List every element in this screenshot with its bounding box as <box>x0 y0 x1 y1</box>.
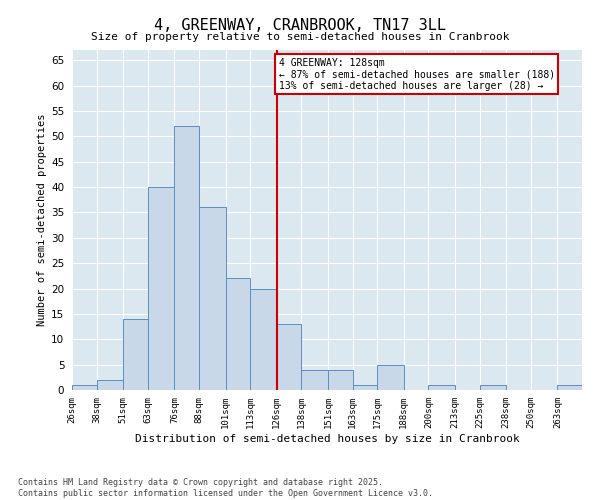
X-axis label: Distribution of semi-detached houses by size in Cranbrook: Distribution of semi-detached houses by … <box>134 434 520 444</box>
Bar <box>148 187 175 390</box>
Bar <box>301 370 328 390</box>
Y-axis label: Number of semi-detached properties: Number of semi-detached properties <box>37 114 47 326</box>
Text: 4 GREENWAY: 128sqm
← 87% of semi-detached houses are smaller (188)
13% of semi-d: 4 GREENWAY: 128sqm ← 87% of semi-detache… <box>279 58 555 91</box>
Text: Size of property relative to semi-detached houses in Cranbrook: Size of property relative to semi-detach… <box>91 32 509 42</box>
Bar <box>479 385 506 390</box>
Text: 4, GREENWAY, CRANBROOK, TN17 3LL: 4, GREENWAY, CRANBROOK, TN17 3LL <box>154 18 446 32</box>
Bar <box>199 208 226 390</box>
Bar <box>250 288 277 390</box>
Bar <box>277 324 301 390</box>
Bar <box>353 385 377 390</box>
Bar <box>557 385 582 390</box>
Bar <box>328 370 353 390</box>
Bar <box>175 126 199 390</box>
Bar <box>377 364 404 390</box>
Text: Contains HM Land Registry data © Crown copyright and database right 2025.
Contai: Contains HM Land Registry data © Crown c… <box>18 478 433 498</box>
Bar <box>72 385 97 390</box>
Bar <box>226 278 250 390</box>
Bar <box>123 319 148 390</box>
Bar <box>97 380 123 390</box>
Bar <box>428 385 455 390</box>
